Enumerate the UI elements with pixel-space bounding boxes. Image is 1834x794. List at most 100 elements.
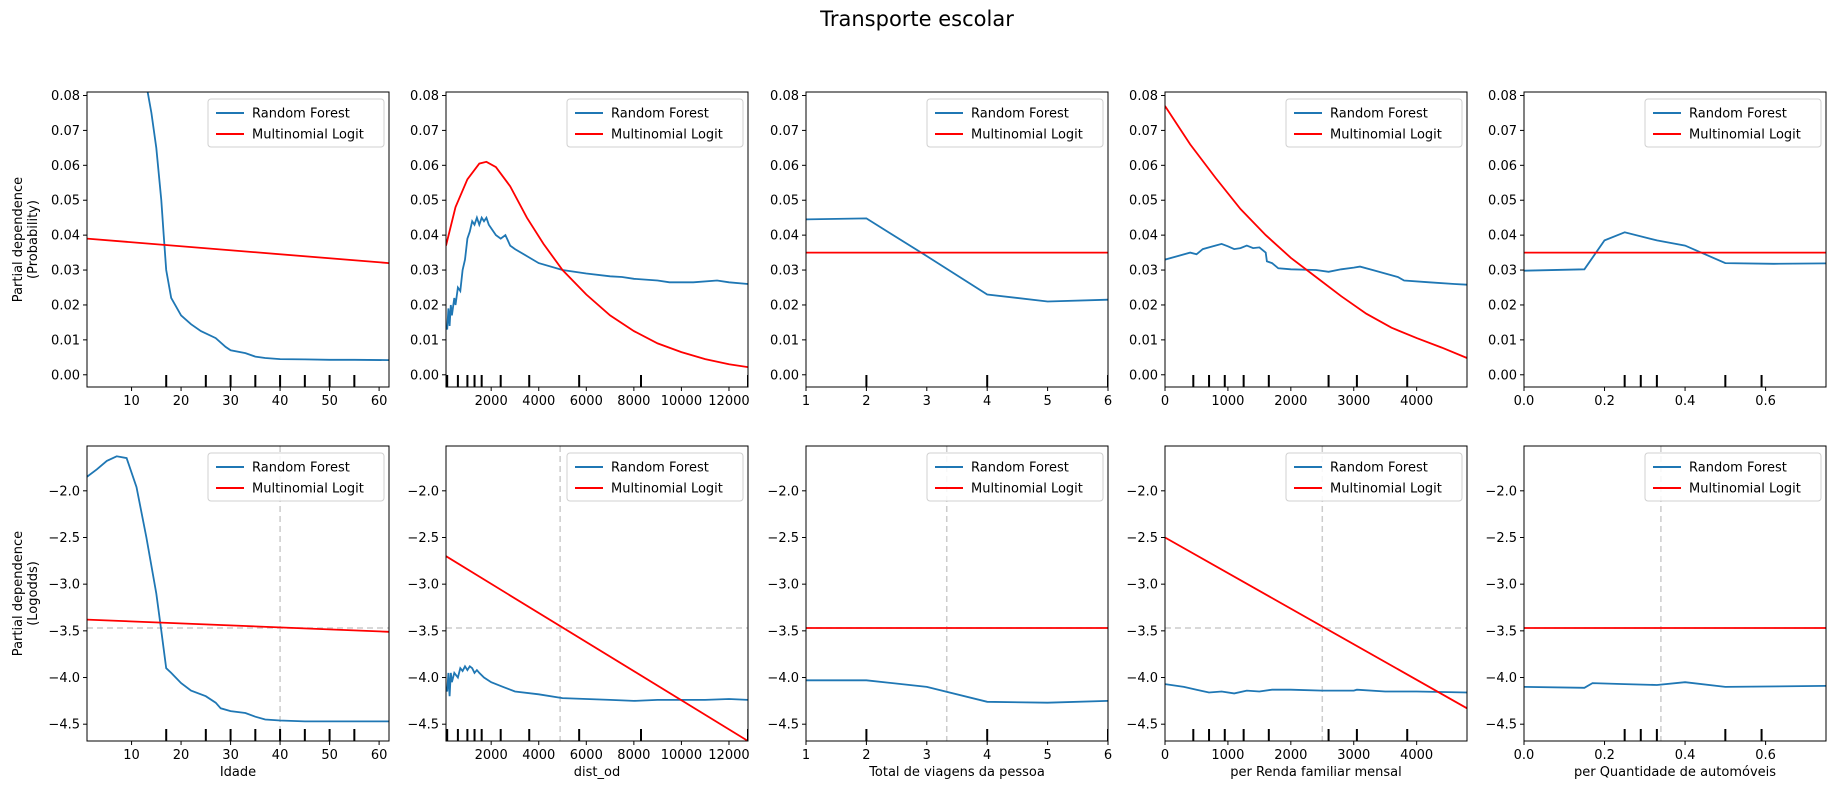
y-axis-label-line: (Logodds) (26, 561, 41, 626)
x-tick-label: 2000 (1274, 748, 1307, 763)
random-forest-line (446, 664, 748, 702)
y-tick-label: 0.08 (410, 89, 439, 104)
figure-title: Transporte escolar (819, 7, 1014, 31)
legend: Random Forest Multinomial Logit (566, 452, 744, 502)
y-tick-label: 0.01 (1488, 333, 1517, 348)
legend-label-rf: Random Forest (1330, 461, 1428, 476)
legend-label-ml: Multinomial Logit (1689, 128, 1801, 143)
x-tick-label: 0.4 (1675, 394, 1696, 409)
y-tick-label: 0.06 (410, 159, 439, 174)
axes-frame (1523, 445, 1827, 742)
plot-area (806, 446, 1108, 741)
legend-label-ml: Multinomial Logit (971, 128, 1083, 143)
y-tick-label: 0.00 (1488, 368, 1517, 383)
axes-frame (445, 91, 749, 388)
y-tick-label: 0.08 (51, 89, 80, 104)
x-tick-label: 50 (321, 748, 338, 763)
x-tick-label: 1000 (1211, 748, 1244, 763)
x-tick-label: 2 (862, 748, 870, 763)
subplot-r0-c1: 0.00 0.01 0.02 0.03 0.04 0.05 0.06 0.07 0.08 2000… (410, 89, 750, 409)
y-tick-label: −2.5 (1485, 531, 1517, 546)
legend-box (566, 98, 744, 148)
y-tick-label: −4.0 (1126, 671, 1158, 686)
subplot-r1-c2: −4.5 −4.0 −3.5 −3.0 −2.5 −2.0 1 2 3 4 5 6 Total de v… (767, 445, 1112, 780)
subplot-r1-c0: −4.5 −4.0 −3.5 −3.0 −2.5 −2.0 10 20 30 40 50 60 Idad… (11, 445, 390, 780)
y-tick-label: 0.07 (1488, 124, 1517, 139)
y-tick-label: 0.01 (770, 333, 799, 348)
random-forest-line (446, 214, 748, 330)
x-axis-label: Total de viagens da pessoa (868, 765, 1045, 780)
legend-label-rf: Random Forest (252, 107, 350, 122)
x-tick-label: 20 (173, 394, 190, 409)
subplot-r0-c3: 0.00 0.01 0.02 0.03 0.04 0.05 0.06 0.07 0.08 0 100… (1129, 89, 1468, 409)
x-tick-label: 4 (983, 748, 991, 763)
legend-label-rf: Random Forest (1330, 107, 1428, 122)
y-tick-label: 0.02 (1488, 298, 1517, 313)
x-tick-label: 6 (1104, 748, 1112, 763)
legend-box (1644, 98, 1822, 148)
y-tick-label: −2.0 (1126, 484, 1158, 499)
legend-box (207, 98, 385, 148)
legend-box (1644, 452, 1822, 502)
legend-label-ml: Multinomial Logit (252, 128, 364, 143)
x-tick-label: 0.4 (1675, 748, 1696, 763)
x-tick-label: 4000 (1400, 748, 1433, 763)
y-tick-label: −3.0 (1485, 578, 1517, 593)
legend-label-rf: Random Forest (1689, 461, 1787, 476)
y-tick-label: −3.5 (407, 624, 439, 639)
y-tick-label: −2.5 (1126, 531, 1158, 546)
y-tick-label: 0.04 (51, 229, 80, 244)
y-tick-label: 0.04 (770, 229, 799, 244)
random-forest-line (806, 679, 1108, 704)
multinomial-logit-line (446, 160, 748, 368)
y-tick-label: 0.05 (410, 194, 439, 209)
y-tick-label: 0.05 (1488, 194, 1517, 209)
legend-box (1285, 98, 1463, 148)
y-tick-label: 0.00 (770, 368, 799, 383)
x-tick-label: 50 (321, 394, 338, 409)
x-tick-label: 8000 (617, 394, 650, 409)
x-tick-label: 3000 (1337, 748, 1370, 763)
x-tick-label: 2000 (475, 748, 508, 763)
y-tick-label: 0.08 (1129, 89, 1158, 104)
y-tick-label: 0.02 (51, 298, 80, 313)
legend-label-ml: Multinomial Logit (971, 482, 1083, 497)
x-tick-label: 60 (371, 748, 388, 763)
legend: Random Forest Multinomial Logit (566, 98, 744, 148)
y-axis-label-line: Partial dependence (11, 531, 26, 656)
y-tick-label: −3.0 (407, 578, 439, 593)
legend: Random Forest Multinomial Logit (207, 98, 385, 148)
multinomial-logit-line (1165, 105, 1467, 359)
y-tick-label: −2.0 (767, 484, 799, 499)
x-tick-label: 0.0 (1514, 748, 1535, 763)
y-tick-label: 0.06 (770, 159, 799, 174)
axes-frame (445, 445, 749, 742)
y-tick-label: −4.0 (1485, 671, 1517, 686)
y-tick-label: 0.07 (770, 124, 799, 139)
subplot-r1-c1: −4.5 −4.0 −3.5 −3.0 −2.5 −2.0 2000 4000 6000 8000… (407, 445, 750, 780)
x-tick-label: 5 (1043, 748, 1051, 763)
x-tick-label: 4000 (522, 394, 555, 409)
x-tick-label: 2 (862, 394, 870, 409)
legend-box (1285, 452, 1463, 502)
random-forest-line (806, 217, 1108, 303)
x-tick-label: 10 (123, 394, 140, 409)
x-tick-label: 10000 (661, 394, 702, 409)
legend-label-rf: Random Forest (971, 461, 1069, 476)
legend-box (566, 452, 744, 502)
x-tick-label: 0.2 (1594, 748, 1615, 763)
y-tick-label: 0.00 (410, 368, 439, 383)
legend-label-rf: Random Forest (252, 461, 350, 476)
legend: Random Forest Multinomial Logit (1644, 452, 1822, 502)
legend-label-rf: Random Forest (611, 107, 709, 122)
y-tick-label: 0.04 (1129, 229, 1158, 244)
subplot-r1-c4: −4.5 −4.0 −3.5 −3.0 −2.5 −2.0 0.0 0.2 0.4 0.6 per … (1485, 445, 1827, 780)
y-axis-label: Partial dependence(Logodds) (11, 531, 41, 656)
legend-label-rf: Random Forest (971, 107, 1069, 122)
x-tick-label: 6000 (570, 394, 603, 409)
axes-frame (86, 91, 390, 388)
y-tick-label: −2.0 (48, 484, 80, 499)
x-tick-label: 12000 (708, 394, 749, 409)
legend: Random Forest Multinomial Logit (1285, 98, 1463, 148)
